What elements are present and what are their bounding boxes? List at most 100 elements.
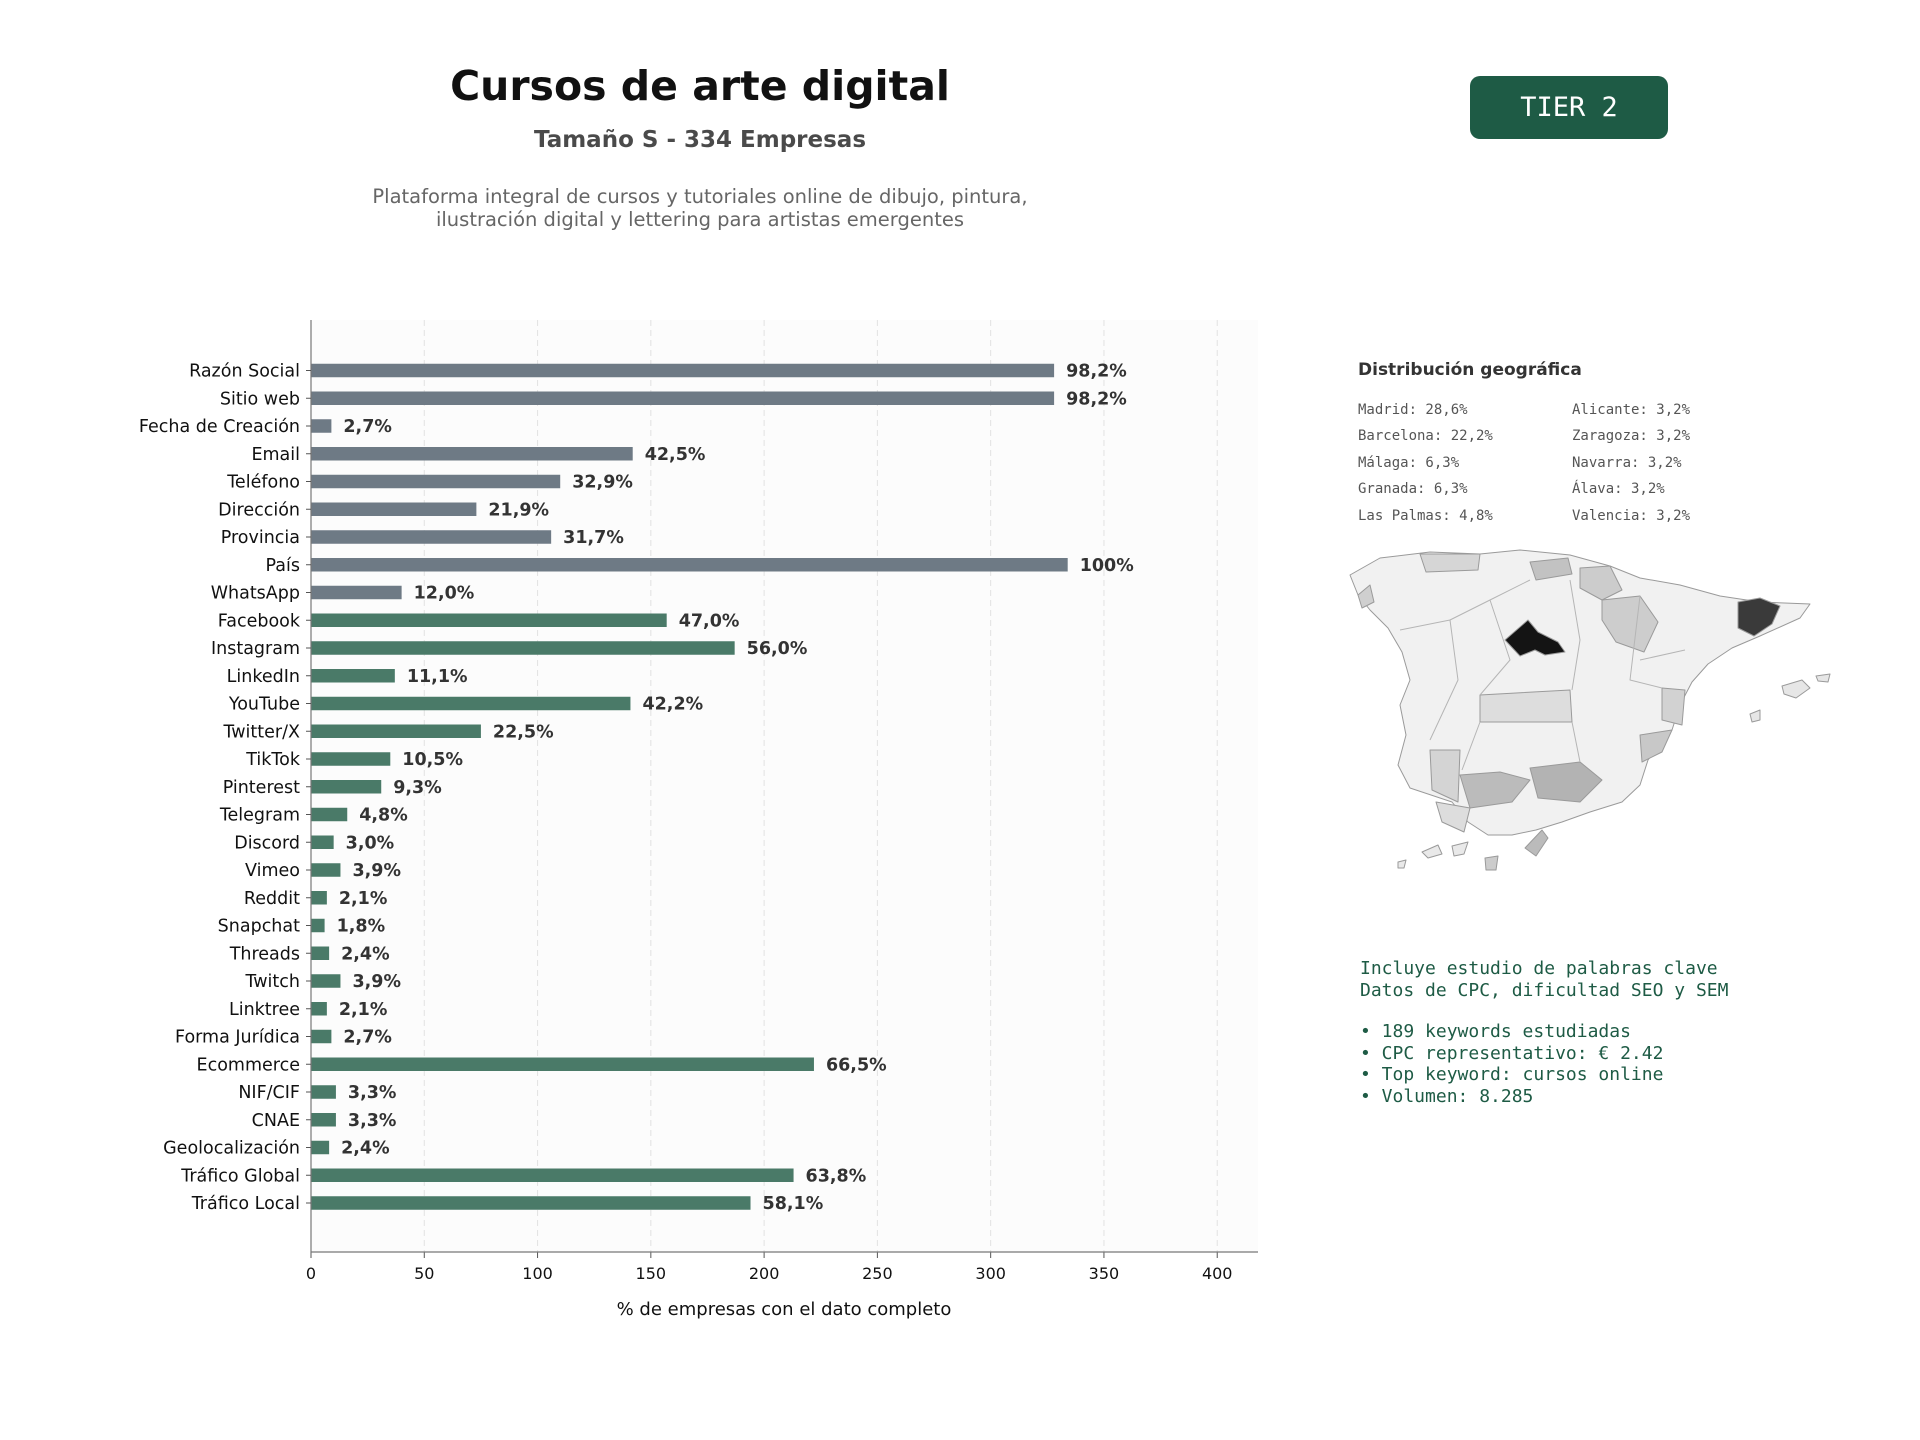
keywords-panel: Incluye estudio de palabras clave Datos … (1360, 958, 1728, 1107)
map-region-malaga (1459, 771, 1531, 809)
y-tick-label: CNAE (252, 1111, 300, 1131)
geo-item: Barcelona: 22,2% (1358, 428, 1493, 445)
data-label: 100% (1080, 556, 1134, 576)
description-line-1: Plataforma integral de cursos y tutorial… (372, 185, 1028, 208)
bar (311, 558, 1068, 572)
bar (311, 696, 631, 711)
map-balearics-ibiza (1749, 709, 1761, 723)
y-tick-label: Fecha de Creación (139, 417, 300, 437)
bar (311, 863, 341, 877)
bar (311, 780, 382, 794)
data-label: 58,1% (763, 1194, 824, 1214)
data-label: 11,1% (407, 667, 468, 687)
y-tick-label: Provincia (221, 528, 300, 548)
data-label: 47,0% (679, 611, 740, 631)
chart-title: Cursos de arte digital (450, 62, 950, 110)
y-tick-label: TikTok (245, 750, 301, 770)
keywords-line-2: Datos de CPC, dificultad SEO y SEM (1360, 979, 1729, 1001)
data-label: 2,1% (339, 1000, 388, 1020)
map-canary-4 (1524, 829, 1549, 857)
bar (311, 447, 633, 461)
spain-map-icon (1349, 549, 1831, 871)
geo-item: Álava: 3,2% (1572, 481, 1665, 498)
bar (311, 613, 667, 627)
x-tick-label: 50 (414, 1264, 434, 1283)
bar (311, 1196, 751, 1210)
bar (311, 1168, 794, 1182)
description: Plataforma integral de cursos y tutorial… (300, 185, 1100, 231)
tier-badge: TIER 2 (1470, 76, 1668, 139)
y-tick-label: Email (251, 445, 300, 465)
y-tick-label: Snapchat (218, 917, 300, 937)
geo-item: Alicante: 3,2% (1572, 402, 1691, 418)
data-label: 32,9% (572, 473, 633, 493)
y-tick-label: Tráfico Global (180, 1166, 300, 1186)
y-tick-label: Razón Social (189, 362, 300, 382)
axes (306, 320, 1258, 1258)
map-canary-2 (1451, 841, 1469, 857)
y-tick-label: Twitter/X (222, 722, 300, 742)
keywords-line-1: Incluye estudio de palabras clave (1360, 958, 1718, 979)
data-label: 3,9% (352, 972, 401, 992)
bar (311, 502, 477, 516)
bar (311, 1085, 336, 1099)
data-label: 56,0% (747, 639, 808, 659)
data-label: 3,0% (346, 833, 395, 853)
x-tick-label: 250 (862, 1264, 893, 1283)
data-label: 2,4% (341, 944, 390, 964)
chart-subtitle: Tamaño S - 334 Empresas (533, 127, 867, 153)
x-tick-label: 400 (1202, 1264, 1233, 1283)
map-region-cadiz (1435, 801, 1471, 833)
y-tick-label: Pinterest (223, 778, 300, 798)
bar (311, 835, 334, 849)
map-region-madrid (1504, 619, 1566, 657)
data-label: 10,5% (402, 750, 463, 770)
data-label: 4,8% (359, 806, 408, 826)
data-label: 2,1% (339, 889, 388, 909)
bar (311, 474, 561, 489)
data-label: 21,9% (488, 500, 549, 520)
y-tick-label: Twitch (244, 972, 300, 992)
keywords-bullet: • Top keyword: cursos online (1360, 1064, 1664, 1085)
map-region-barcelona (1737, 597, 1781, 637)
data-label: 3,3% (348, 1111, 397, 1131)
y-tick-label: NIF/CIF (238, 1083, 300, 1103)
y-tick-label: Reddit (244, 889, 300, 909)
y-tick-label: País (266, 556, 300, 576)
map-region-navarra (1579, 565, 1623, 601)
bar (311, 1140, 330, 1155)
y-tick-label: WhatsApp (211, 584, 300, 604)
map-region-galicia-coast (1357, 584, 1375, 609)
bar (311, 1057, 814, 1071)
bar (311, 724, 481, 738)
bar (311, 585, 402, 600)
x-tick-label: 150 (636, 1264, 667, 1283)
description-line-2: ilustración digital y lettering para art… (435, 208, 965, 231)
bar (311, 946, 330, 960)
geo-item: Navarra: 3,2% (1572, 454, 1682, 471)
bar (311, 1002, 327, 1016)
y-tick-label: Sitio web (220, 389, 300, 409)
map-region-alicante (1639, 729, 1673, 763)
y-tick-label: Vimeo (245, 861, 300, 881)
y-tick-label: Ecommerce (197, 1055, 300, 1075)
data-label: 31,7% (563, 528, 624, 548)
data-label: 3,3% (348, 1083, 397, 1103)
keywords-bullet: • 189 keywords estudiadas (1360, 1021, 1631, 1042)
map-region-toledo (1479, 689, 1573, 723)
data-label: 22,5% (493, 722, 554, 742)
y-tick-label: Threads (229, 944, 300, 964)
y-tick-label: Discord (234, 833, 300, 853)
map-canary-1 (1421, 844, 1443, 859)
bar (311, 918, 325, 933)
bar (311, 419, 332, 433)
map-canary-3 (1484, 855, 1499, 871)
data-label: 98,2% (1066, 362, 1127, 382)
x-tick-label: 350 (1089, 1264, 1120, 1283)
map-region-valencia (1661, 687, 1686, 726)
map-region-huelva-sevilla (1429, 749, 1461, 803)
y-tick-label: LinkedIn (227, 667, 300, 687)
bars (311, 363, 1068, 1210)
y-tick-label: Telegram (219, 806, 300, 826)
map-region-asturias (1419, 553, 1481, 573)
